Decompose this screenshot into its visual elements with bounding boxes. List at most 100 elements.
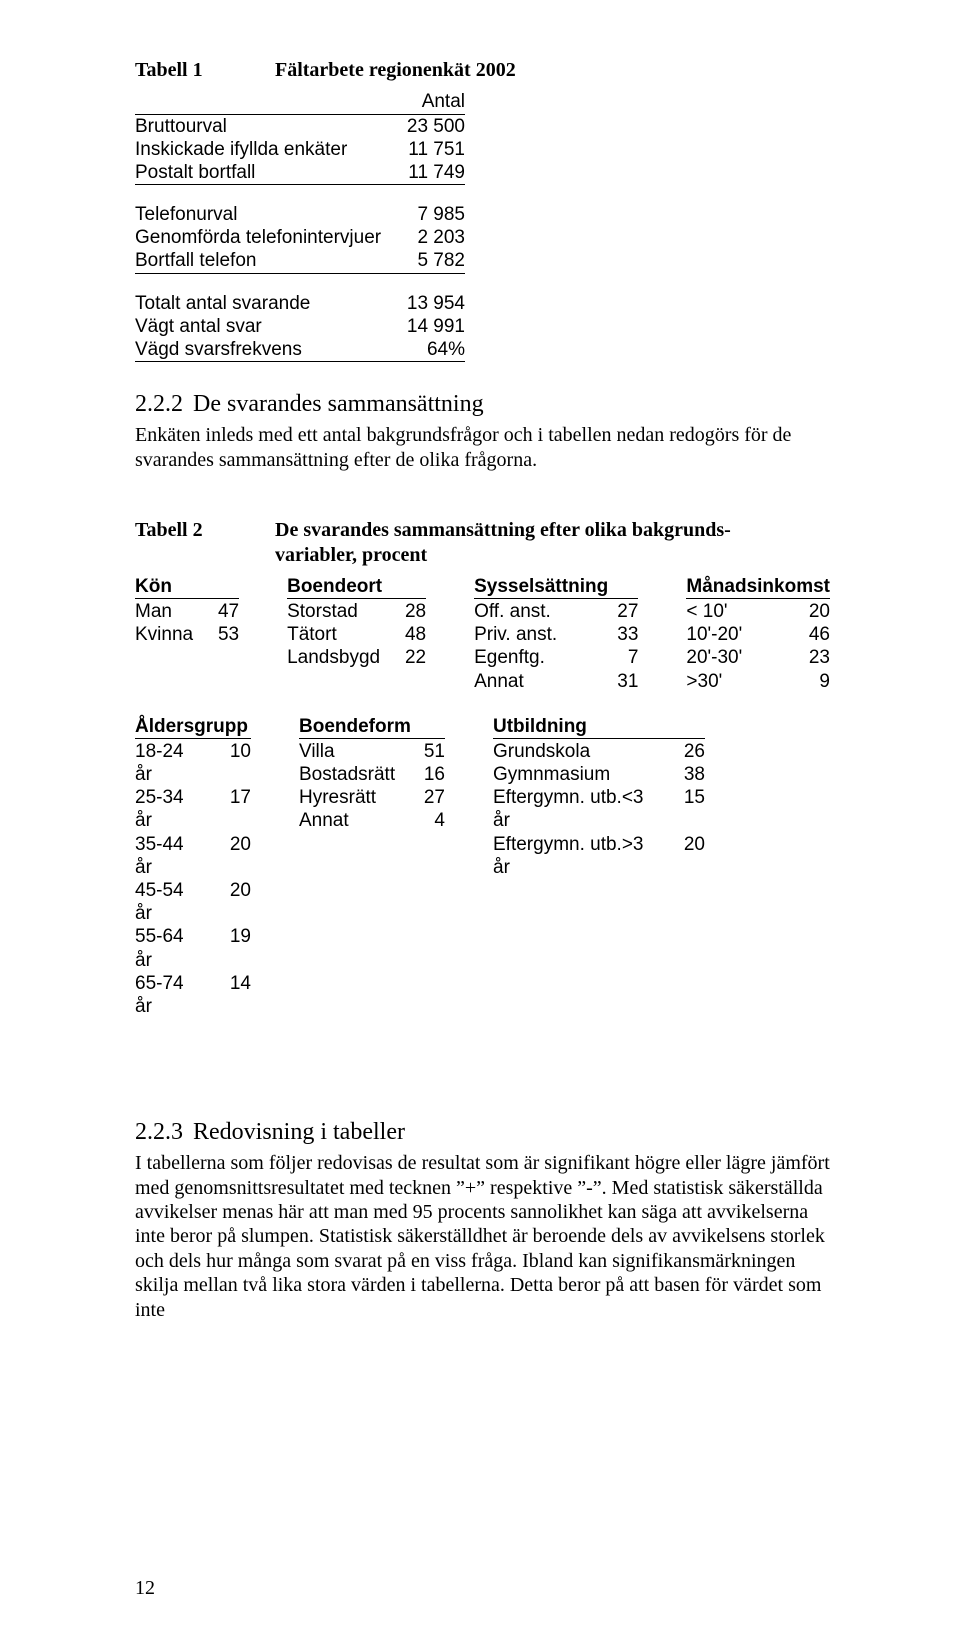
cell-k: Villa xyxy=(299,740,335,763)
col-sysselsattning: Sysselsättning Off. anst.27 Priv. anst.3… xyxy=(474,575,638,693)
cell-k: Hyresrätt xyxy=(299,786,376,809)
cell-v: 33 xyxy=(610,623,638,646)
section-223-title: 2.2.3Redovisning i tabeller xyxy=(135,1118,830,1147)
table-row: Kvinna53 xyxy=(135,623,239,646)
t1-v: 23 500 xyxy=(385,114,465,138)
col-header: Åldersgrupp xyxy=(135,715,251,739)
table2-label: Tabell 2 xyxy=(135,518,233,542)
t1-v: 14 991 xyxy=(385,315,465,338)
table-row: 45-54 år 20 xyxy=(135,879,251,925)
cell-v: 53 xyxy=(211,623,239,646)
col-aldersgrupp: Åldersgrupp 18-24 år10 25-34 år17 35-44 … xyxy=(135,715,251,1018)
cell-v: 46 xyxy=(802,623,830,646)
t1-v: 2 203 xyxy=(385,226,465,249)
col-kon: Kön Man47 Kvinna53 xyxy=(135,575,239,693)
cell-v: 16 xyxy=(417,763,445,786)
t1-k: Inskickade ifyllda enkäter xyxy=(135,138,385,161)
t1-k: Vägd svarsfrekvens xyxy=(135,338,385,362)
section-222-body: Enkäten inleds med ett antal bakgrundsfr… xyxy=(135,423,830,472)
cell-k: Annat xyxy=(474,670,524,693)
table-row: < 10' 20 xyxy=(686,600,830,623)
table-row: Storstad28 xyxy=(287,600,426,623)
t1-k: Postalt bortfall xyxy=(135,161,385,185)
table-row: 18-24 år 10 xyxy=(135,740,251,786)
table-row: 20'-30' 23 xyxy=(686,646,830,669)
cell-v: 48 xyxy=(398,623,426,646)
cell-v: 27 xyxy=(610,600,638,623)
cell-k: Tätort xyxy=(287,623,337,646)
cell-v: 10 xyxy=(223,740,251,786)
table2-caption: De svarandes sammansättning efter olika … xyxy=(275,518,731,567)
col-header: Kön xyxy=(135,575,239,599)
cell-k: Landsbygd xyxy=(287,646,380,669)
cell-k: Eftergymn. utb.>3 år xyxy=(493,833,659,879)
cell-v: 38 xyxy=(677,763,705,786)
cell-k: 18-24 år xyxy=(135,740,205,786)
table-row: Bostadsrätt 16 xyxy=(299,763,445,786)
section-num: 2.2.2 xyxy=(135,391,183,417)
col-header: Boendeort xyxy=(287,575,426,599)
cell-k: 35-44 år xyxy=(135,833,205,879)
t1-k: Totalt antal svarande xyxy=(135,292,385,315)
table-row: Off. anst. 27 xyxy=(474,600,638,623)
table-row: Eftergymn. utb.<3 år15 xyxy=(493,786,705,832)
table-row: Annat 31 xyxy=(474,670,638,693)
col-manadsinkomst: Månadsinkomst < 10'20 10'-20'46 20'-30'2… xyxy=(686,575,830,693)
table-row: Landsbygd 22 xyxy=(287,646,426,669)
cell-v: 15 xyxy=(677,786,705,832)
cell-v: 19 xyxy=(223,925,251,971)
table1-title: Tabell 1 Fältarbete regionenkät 2002 xyxy=(135,58,830,82)
page: Tabell 1 Fältarbete regionenkät 2002 Ant… xyxy=(0,0,960,1646)
cell-v: 20 xyxy=(223,879,251,925)
cell-v: 28 xyxy=(398,600,426,623)
table-row: Grundskola26 xyxy=(493,740,705,763)
t1-v: 11 751 xyxy=(385,138,465,161)
table-row: Annat4 xyxy=(299,809,445,832)
t1-v: 13 954 xyxy=(385,292,465,315)
table-row: 10'-20' 46 xyxy=(686,623,830,646)
cell-k: 20'-30' xyxy=(686,646,742,669)
table2-bottom: Åldersgrupp 18-24 år10 25-34 år17 35-44 … xyxy=(135,715,830,1018)
t1-k: Telefonurval xyxy=(135,203,385,226)
cell-k: Off. anst. xyxy=(474,600,551,623)
col-header: Månadsinkomst xyxy=(686,575,830,599)
cell-v: 7 xyxy=(610,646,638,669)
t1-v: 7 985 xyxy=(385,203,465,226)
cell-k: Egenftg. xyxy=(474,646,545,669)
cell-v: 20 xyxy=(802,600,830,623)
cell-k: 65-74 år xyxy=(135,972,205,1018)
cell-v: 23 xyxy=(802,646,830,669)
cell-v: 22 xyxy=(398,646,426,669)
cell-k: Bostadsrätt xyxy=(299,763,395,786)
cell-v: 31 xyxy=(610,670,638,693)
table2-top: Kön Man47 Kvinna53 Boendeort Storstad28 … xyxy=(135,575,830,693)
cell-k: Priv. anst. xyxy=(474,623,557,646)
col-boendeort: Boendeort Storstad28 Tätort 48 Landsbygd 2… xyxy=(287,575,426,693)
t1-v: 64% xyxy=(385,338,465,362)
table-row: Gymnmasium38 xyxy=(493,763,705,786)
cell-v: 51 xyxy=(417,740,445,763)
cell-k: Man xyxy=(135,600,172,623)
cell-k: < 10' xyxy=(686,600,727,623)
section-222-title: 2.2.2 De svarandes sammansättning xyxy=(135,390,830,419)
col-utbildning: Utbildning Grundskola26 Gymnmasium38 Eft… xyxy=(493,715,705,1018)
cell-k: 10'-20' xyxy=(686,623,742,646)
cell-k: >30' xyxy=(686,670,722,693)
table2-title: Tabell 2 De svarandes sammansättning eft… xyxy=(135,518,830,567)
t1-v: 11 749 xyxy=(385,161,465,185)
cell-k: 45-54 år xyxy=(135,879,205,925)
table-row: 65-74 år14 xyxy=(135,972,251,1018)
col-header: Utbildning xyxy=(493,715,705,739)
table-row: Priv. anst. 33 xyxy=(474,623,638,646)
section-heading: De svarandes sammansättning xyxy=(193,391,484,417)
cell-v: 4 xyxy=(417,809,445,832)
table1-caption: Fältarbete regionenkät 2002 xyxy=(275,58,516,82)
t1-v: 5 782 xyxy=(385,249,465,273)
table-row: 55-64 år19 xyxy=(135,925,251,971)
section-heading: Redovisning i tabeller xyxy=(193,1119,405,1145)
cell-k: Grundskola xyxy=(493,740,590,763)
cell-v: 20 xyxy=(677,833,705,879)
table1-label: Tabell 1 xyxy=(135,58,233,82)
cell-v: 20 xyxy=(223,833,251,879)
table-row: Hyresrätt27 xyxy=(299,786,445,809)
